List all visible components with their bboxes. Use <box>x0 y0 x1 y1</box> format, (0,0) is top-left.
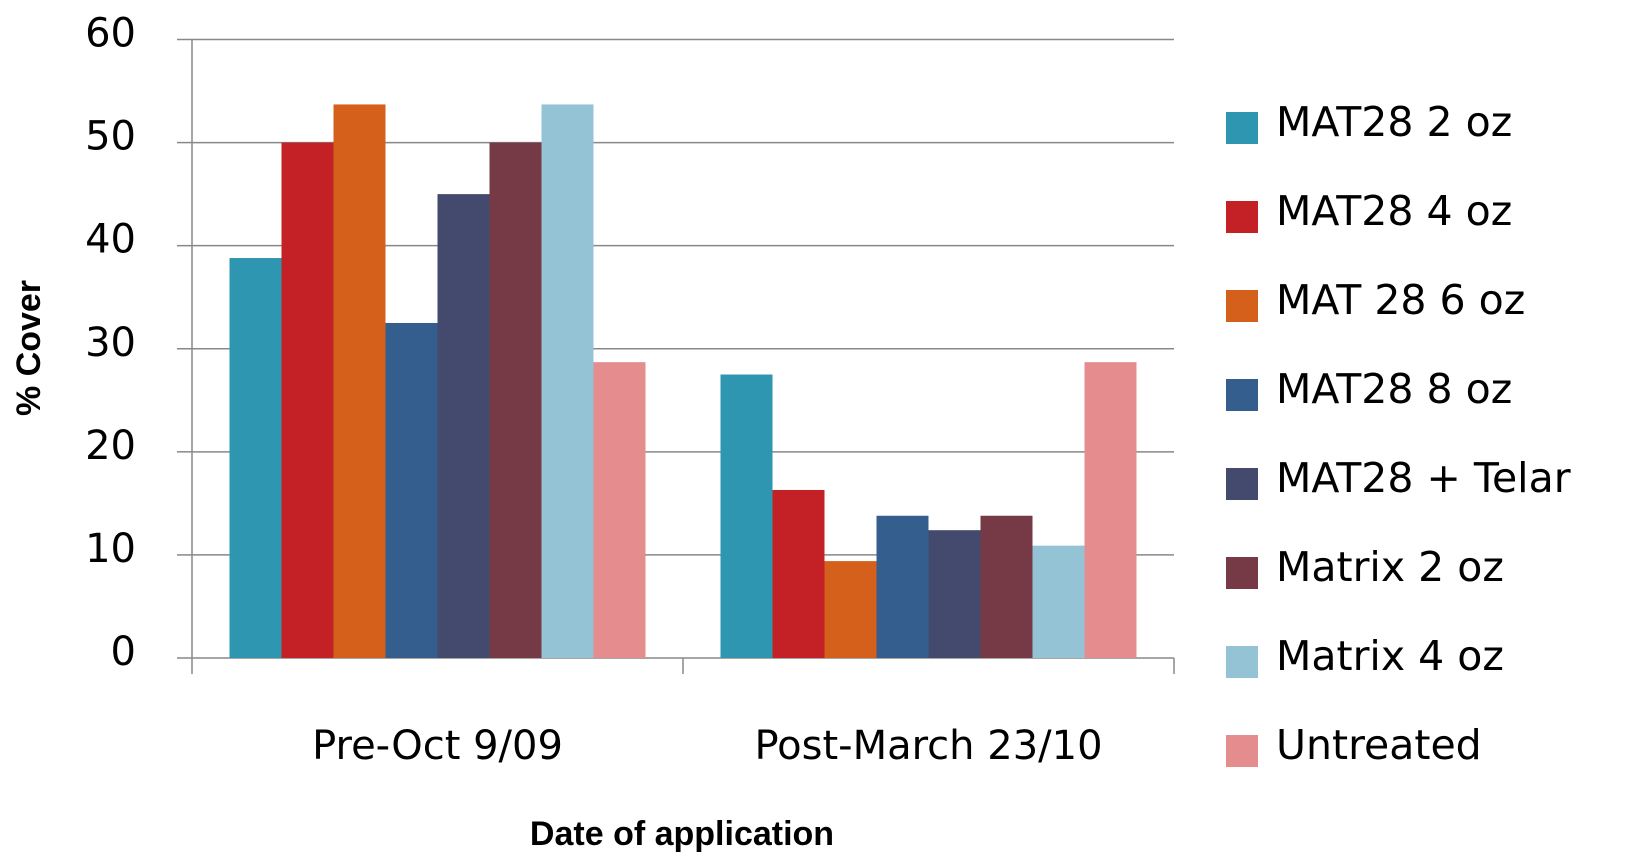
bar <box>824 561 877 658</box>
bar <box>1084 362 1137 658</box>
y-tick-label: 50 <box>85 114 136 160</box>
legend-swatch <box>1226 735 1258 767</box>
legend-swatch <box>1226 112 1258 144</box>
bar <box>1032 545 1085 658</box>
legend-label: MAT 28 6 oz <box>1276 276 1525 324</box>
x-axis-title: Date of application <box>530 815 834 853</box>
legend-label: MAT28 4 oz <box>1276 187 1512 235</box>
y-tick-label: 0 <box>111 629 136 675</box>
legend-swatch <box>1226 379 1258 411</box>
bar <box>229 258 282 658</box>
bar <box>437 194 490 658</box>
y-tick-label: 20 <box>85 423 136 469</box>
bar <box>281 142 334 659</box>
bar <box>489 142 542 659</box>
bar <box>593 362 646 658</box>
legend-swatch <box>1226 201 1258 233</box>
legend-label: Matrix 2 oz <box>1276 543 1504 591</box>
legend-label: MAT28 8 oz <box>1276 365 1512 413</box>
x-tick-label: Post-March 23/10 <box>754 723 1102 769</box>
legend-label: Matrix 4 oz <box>1276 632 1504 680</box>
bar <box>720 374 773 658</box>
bar <box>333 104 386 658</box>
bar <box>541 104 594 658</box>
y-axis-title: % Cover <box>10 280 48 416</box>
bar <box>385 322 438 658</box>
y-tick-label: 60 <box>85 11 136 57</box>
legend-swatch <box>1226 290 1258 322</box>
x-tick-label: Pre-Oct 9/09 <box>312 723 563 769</box>
legend-label: Untreated <box>1276 721 1482 769</box>
bar <box>928 530 981 658</box>
legend-swatch <box>1226 468 1258 500</box>
y-tick-label: 10 <box>85 526 136 572</box>
bar <box>980 515 1033 658</box>
legend-swatch <box>1226 646 1258 678</box>
legend-label: MAT28 + Telar <box>1276 454 1571 502</box>
legend-label: MAT28 2 oz <box>1276 98 1512 146</box>
legend-swatch <box>1226 557 1258 589</box>
y-tick-label: 40 <box>85 217 136 263</box>
y-tick-label: 30 <box>85 320 136 366</box>
bar <box>772 489 825 658</box>
bar <box>876 515 929 658</box>
